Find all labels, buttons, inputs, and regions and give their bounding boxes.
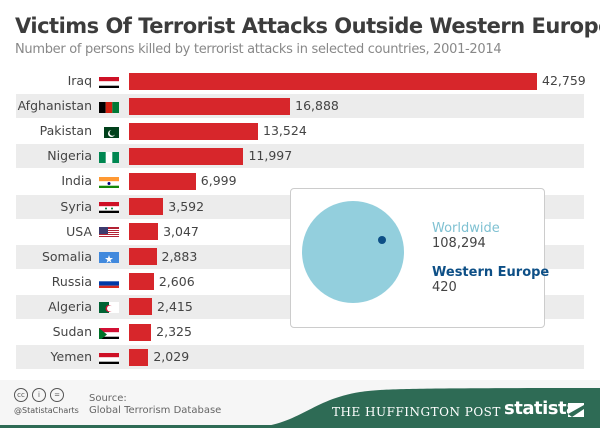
value-label-somalia: 2,883	[161, 248, 198, 264]
comparison-inset: Worldwide 108,294 Western Europe 420	[290, 188, 549, 328]
flag-syria-icon	[99, 200, 119, 213]
flag-iraq-icon	[99, 75, 119, 88]
value-label-iraq: 42,759	[542, 73, 586, 88]
category-label-algeria: Algeria	[48, 298, 92, 314]
value-label-pakistan: 13,524	[263, 123, 307, 139]
huffington-post-logo: THE HUFFINGTON POST	[332, 405, 501, 419]
flag-russia-icon	[99, 275, 119, 289]
category-label-somalia: Somalia	[41, 248, 92, 264]
category-label-yemen: Yemen	[50, 349, 92, 365]
flag-afghanistan-icon	[99, 100, 119, 113]
worldwide-label: Worldwide	[432, 221, 500, 236]
chart-subtitle: Number of persons killed by terrorist at…	[15, 42, 502, 57]
bar-somalia	[129, 248, 157, 266]
flag-pakistan-icon	[99, 125, 119, 138]
source-text: Global Terrorism Database	[89, 405, 222, 416]
category-label-syria: Syria	[60, 198, 92, 214]
category-label-usa: USA	[66, 223, 92, 239]
western-europe-label: Western Europe	[432, 265, 550, 280]
footer	[0, 380, 600, 428]
statista-logo: statista	[504, 398, 578, 419]
bar-nigeria	[129, 147, 244, 165]
by-icon: i	[32, 388, 46, 402]
footer-wave	[0, 388, 600, 428]
value-label-sudan: 2,325	[156, 324, 192, 339]
flag-usa-icon	[99, 225, 119, 239]
value-label-yemen: 2,029	[153, 349, 190, 365]
category-label-iraq: Iraq	[67, 73, 92, 88]
value-label-afghanistan: 16,888	[295, 98, 339, 114]
flag-algeria-icon	[99, 300, 119, 314]
bar-algeria	[129, 298, 153, 316]
bar-afghanistan	[129, 97, 291, 115]
source-label: Source:	[89, 393, 127, 404]
license-icons: cc i =	[14, 388, 64, 402]
flag-yemen-icon	[99, 351, 119, 364]
category-label-sudan: Sudan	[52, 324, 92, 339]
chart-title: Victims Of Terrorist Attacks Outside Wes…	[15, 14, 600, 38]
value-label-algeria: 2,415	[157, 298, 193, 314]
western-europe-dot	[378, 236, 386, 244]
category-label-nigeria: Nigeria	[47, 148, 92, 164]
value-label-nigeria: 11,997	[248, 148, 293, 164]
statista-logo-icon	[568, 403, 584, 417]
value-label-russia: 2,606	[158, 273, 195, 289]
flag-sudan-icon	[99, 326, 119, 339]
bar-sudan	[129, 323, 152, 341]
bar-usa	[129, 223, 159, 241]
flag-nigeria-icon	[99, 150, 119, 163]
value-label-india: 6,999	[200, 173, 237, 189]
bar-syria	[129, 198, 164, 215]
value-label-usa: 3,047	[163, 223, 199, 239]
value-label-syria: 3,592	[168, 198, 205, 214]
nd-icon: =	[50, 388, 64, 402]
bar-russia	[129, 273, 154, 291]
statista-handle: @StatistaCharts	[14, 406, 79, 415]
western-europe-value: 420	[432, 280, 457, 295]
worldwide-circle	[302, 201, 404, 303]
bar-iraq	[129, 72, 537, 90]
category-label-russia: Russia	[51, 273, 92, 289]
category-label-afghanistan: Afghanistan	[17, 98, 92, 114]
bar-pakistan	[129, 122, 259, 140]
flag-somalia-icon	[99, 250, 119, 264]
category-label-india: India	[61, 173, 92, 189]
category-label-pakistan: Pakistan	[39, 123, 92, 139]
worldwide-value: 108,294	[432, 236, 486, 251]
bar-yemen	[129, 348, 149, 366]
flag-india-icon	[99, 175, 119, 188]
cc-icon: cc	[14, 388, 28, 402]
bar-india	[129, 172, 196, 190]
